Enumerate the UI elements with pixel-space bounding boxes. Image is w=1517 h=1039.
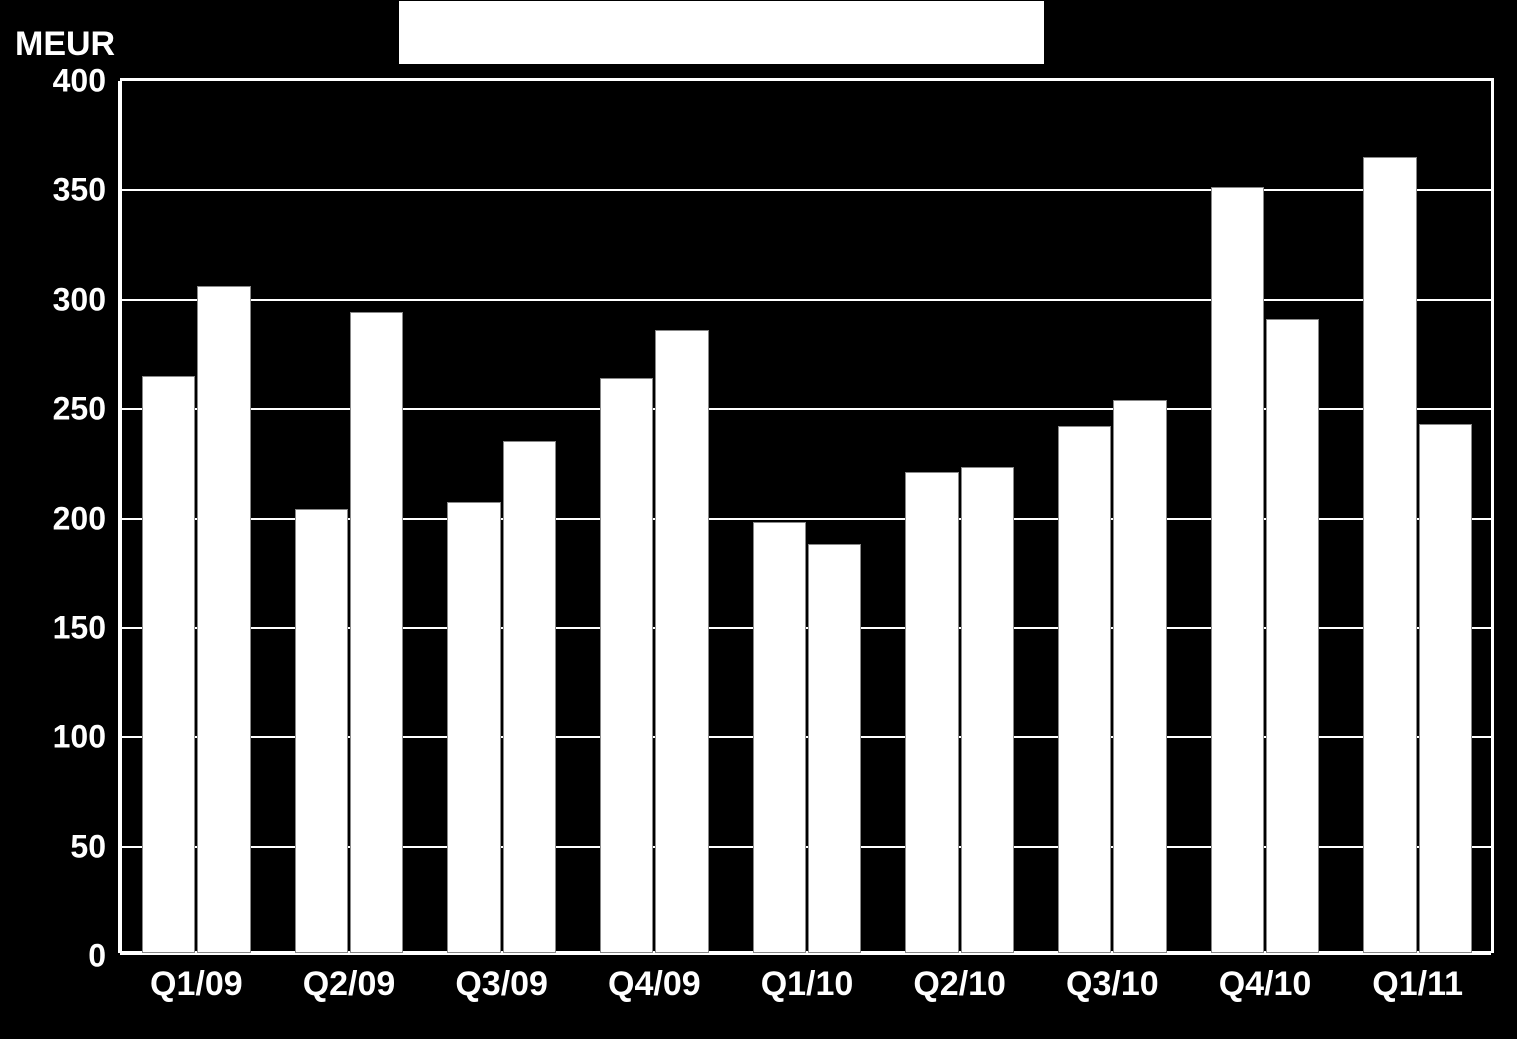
bar [1058, 426, 1111, 953]
x-tick-label: Q4/10 [1219, 965, 1312, 1004]
x-tick-label: Q1/09 [150, 965, 243, 1004]
bar [295, 509, 348, 953]
y-tick-label: 400 [53, 63, 106, 100]
bar [808, 544, 861, 953]
bar [503, 441, 556, 953]
x-tick-label: Q3/10 [1066, 965, 1159, 1004]
bar [905, 472, 958, 953]
bar [1363, 157, 1416, 953]
y-tick-label: 200 [53, 500, 106, 537]
legend-box [398, 0, 1045, 65]
bar [142, 376, 195, 954]
bar [753, 522, 806, 953]
y-tick-label: 100 [53, 719, 106, 756]
bar [655, 330, 708, 953]
x-tick-label: Q2/09 [303, 965, 396, 1004]
bar [350, 312, 403, 953]
y-tick-label: 350 [53, 172, 106, 209]
bar [1266, 319, 1319, 953]
y-tick-label: 150 [53, 609, 106, 646]
plot-area: 050100150200250300350400Q1/09Q2/09Q3/09Q… [120, 78, 1494, 953]
y-tick-label: 300 [53, 281, 106, 318]
x-tick-label: Q3/09 [455, 965, 548, 1004]
x-tick-label: Q4/09 [608, 965, 701, 1004]
x-tick-label: Q1/11 [1372, 965, 1463, 1004]
bar [1419, 424, 1472, 953]
gridline [120, 299, 1491, 301]
x-tick-label: Q1/10 [761, 965, 854, 1004]
bar [197, 286, 250, 953]
y-tick-label: 50 [70, 828, 106, 865]
y-tick-label: 250 [53, 391, 106, 428]
bar [1113, 400, 1166, 953]
x-tick-label: Q2/10 [913, 965, 1006, 1004]
bar [600, 378, 653, 953]
gridline [120, 189, 1491, 191]
bar [447, 502, 500, 953]
y-tick-label: 0 [88, 938, 106, 975]
bar-chart: MEUR 050100150200250300350400Q1/09Q2/09Q… [0, 0, 1517, 1039]
bar [1211, 187, 1264, 953]
y-axis-title: MEUR [15, 25, 115, 64]
bar [961, 467, 1014, 953]
